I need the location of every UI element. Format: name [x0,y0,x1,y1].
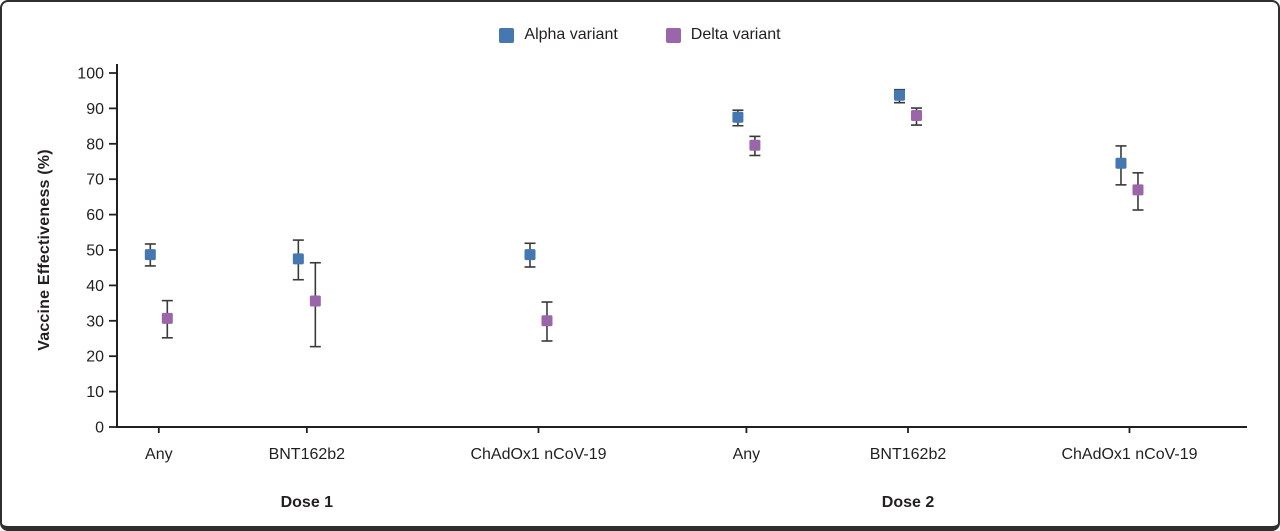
x-category-label: ChAdOx1 nCoV-19 [470,446,606,463]
x-category-label: BNT162b2 [269,446,346,463]
y-tick-label: 50 [86,243,104,260]
data-point [1115,157,1127,169]
y-tick-label: 90 [86,101,104,118]
data-point [749,139,761,151]
y-tick-label: 0 [95,420,104,437]
data-point [161,312,173,324]
x-category-label: ChAdOx1 nCoV-19 [1061,446,1197,463]
y-tick-label: 100 [77,66,104,83]
y-tick-label: 10 [86,384,104,401]
y-tick-label: 20 [86,349,104,366]
data-point [292,253,304,265]
y-tick-label: 80 [86,136,104,153]
data-point [732,111,744,123]
group-label: Dose 2 [882,494,935,511]
data-point [309,295,321,307]
y-tick-label: 30 [86,313,104,330]
group-label: Dose 1 [281,494,334,511]
y-tick-label: 60 [86,207,104,224]
y-tick-label: 70 [86,172,104,189]
x-category-label: Any [733,446,761,463]
y-tick-label: 40 [86,278,104,295]
data-point [541,315,553,327]
data-point [911,109,922,121]
data-point [524,249,536,261]
data-point [894,89,905,101]
data-point [1132,184,1144,196]
data-point [144,249,156,261]
x-category-label: BNT162b2 [870,446,947,463]
x-category-label: Any [145,446,173,463]
